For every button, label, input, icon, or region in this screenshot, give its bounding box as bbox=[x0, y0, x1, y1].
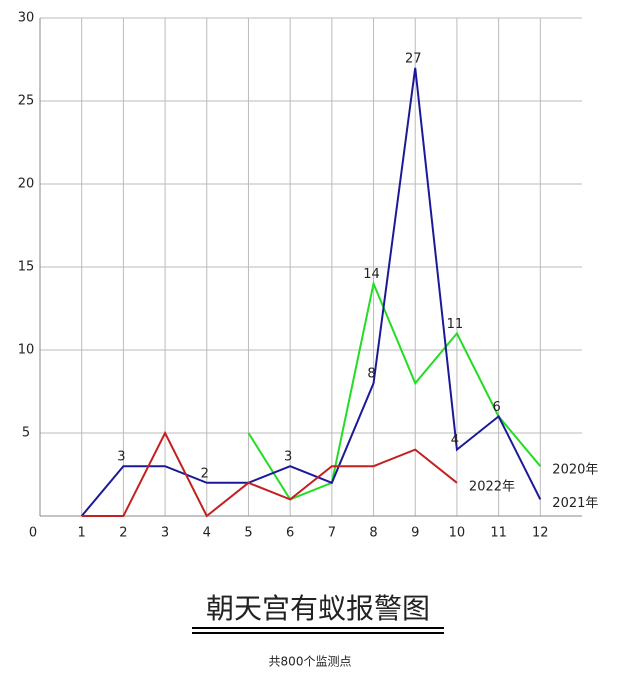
series-name: 2021年 bbox=[552, 496, 598, 511]
series-name: 2022年 bbox=[469, 479, 515, 494]
x-tick-label: 0 bbox=[29, 526, 37, 541]
data-label: 8 bbox=[367, 367, 375, 382]
x-tick-label: 4 bbox=[203, 526, 211, 541]
x-tick-label: 5 bbox=[244, 526, 252, 541]
y-tick-label: 25 bbox=[18, 94, 35, 109]
y-tick-label: 20 bbox=[18, 177, 35, 192]
x-tick-label: 6 bbox=[286, 526, 294, 541]
chart-title: 朝天宫有蚁报警图 bbox=[206, 592, 430, 625]
x-tick-label: 3 bbox=[161, 526, 169, 541]
data-label: 27 bbox=[405, 51, 422, 66]
chart-subtitle: 共800个监测点 bbox=[269, 655, 352, 669]
x-tick-label: 1 bbox=[78, 526, 86, 541]
x-tick-label: 2 bbox=[119, 526, 127, 541]
data-label: 11 bbox=[447, 317, 464, 332]
x-tick-label: 12 bbox=[532, 526, 549, 541]
series-line bbox=[247, 280, 542, 501]
y-tick-label: 30 bbox=[18, 11, 35, 26]
data-label: 4 bbox=[451, 433, 459, 448]
x-tick-label: 7 bbox=[328, 526, 336, 541]
data-label: 6 bbox=[492, 400, 500, 415]
y-tick-label: 10 bbox=[18, 343, 35, 358]
series-line bbox=[81, 430, 458, 518]
y-tick-label: 15 bbox=[18, 260, 35, 275]
data-label: 2 bbox=[201, 466, 209, 481]
data-label: 14 bbox=[363, 267, 380, 282]
y-tick-label: 5 bbox=[22, 426, 30, 441]
data-label: 3 bbox=[117, 450, 125, 465]
series-line bbox=[80, 67, 542, 517]
x-tick-label: 8 bbox=[369, 526, 377, 541]
x-tick-label: 10 bbox=[449, 526, 466, 541]
data-label: 3 bbox=[284, 450, 292, 465]
x-tick-label: 11 bbox=[490, 526, 507, 541]
series-name: 2020年 bbox=[552, 463, 598, 478]
x-tick-label: 9 bbox=[411, 526, 419, 541]
